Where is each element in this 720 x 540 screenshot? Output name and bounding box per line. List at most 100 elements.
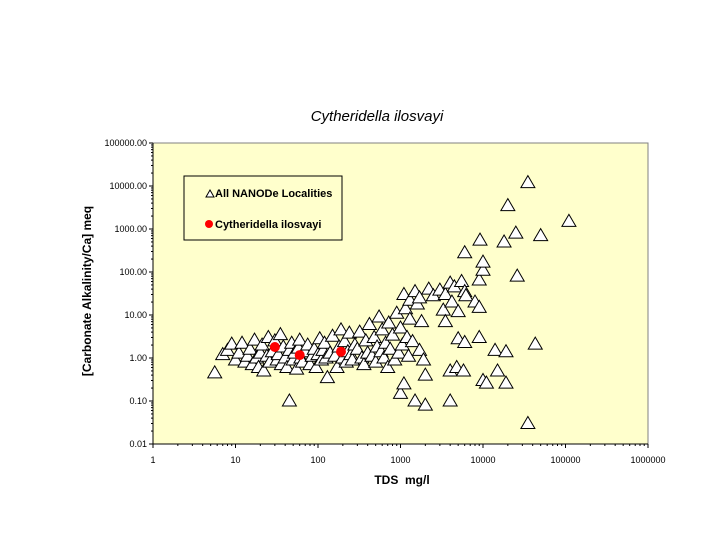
triangle-point-all-localities xyxy=(379,359,396,374)
triangle-point-all-localities xyxy=(455,362,472,377)
x-axis-label: TDS mg/l xyxy=(374,473,429,487)
triangle-point-all-localities xyxy=(223,336,240,350)
x-tick-label: 1000000 xyxy=(630,455,665,465)
x-tick-label: 100 xyxy=(310,455,325,465)
triangle-point-all-localities xyxy=(231,345,247,359)
circle-point-cytheridella xyxy=(269,342,280,353)
triangle-point-all-localities xyxy=(397,300,414,315)
triangle-point-all-localities xyxy=(206,364,223,379)
triangle-point-all-localities xyxy=(450,303,467,318)
y-tick-label: 0.10 xyxy=(129,396,147,406)
triangle-point-all-localities xyxy=(246,332,263,346)
data-points xyxy=(206,174,577,429)
triangle-point-all-localities xyxy=(279,359,295,374)
triangle-point-all-localities xyxy=(281,393,298,407)
triangle-point-all-localities xyxy=(386,351,403,366)
triangle-point-all-localities xyxy=(272,326,289,341)
legend-box xyxy=(183,175,343,241)
triangle-point-all-localities xyxy=(356,356,372,371)
triangle-point-all-localities xyxy=(371,308,387,323)
triangle-point-all-localities xyxy=(288,361,305,375)
triangle-point-all-localities xyxy=(532,227,549,242)
y-tick-label: 1000.00 xyxy=(114,224,147,234)
triangle-point-all-localities xyxy=(475,254,491,268)
triangle-point-all-localities xyxy=(242,341,258,355)
triangle-point-all-localities xyxy=(437,313,454,328)
legend-label-all-localities: All NANODe Localities xyxy=(215,188,332,200)
triangle-point-all-localities xyxy=(308,359,325,374)
triangle-point-all-localities xyxy=(411,289,428,304)
triangle-point-all-localities xyxy=(400,348,417,362)
triangle-point-all-localities xyxy=(291,332,308,346)
triangle-point-all-localities xyxy=(349,341,366,355)
triangle-point-all-localities xyxy=(390,345,407,359)
x-tick-label: 10 xyxy=(230,455,240,465)
triangle-point-all-localities xyxy=(561,213,577,227)
triangle-point-all-localities xyxy=(392,385,409,399)
y-tick-label: 100.00 xyxy=(119,267,147,277)
triangle-point-all-localities xyxy=(402,311,418,325)
triangle-point-all-localities xyxy=(499,197,516,212)
triangle-point-all-localities xyxy=(333,321,349,336)
triangle-point-all-localities xyxy=(417,367,434,381)
triangle-point-all-localities xyxy=(413,313,430,328)
triangle-point-all-localities xyxy=(442,393,459,407)
triangle-point-all-localities xyxy=(411,342,428,356)
triangle-point-all-localities xyxy=(366,329,383,343)
triangle-point-all-localities xyxy=(507,225,524,239)
triangle-point-all-localities xyxy=(316,335,333,349)
triangle-point-all-localities xyxy=(471,299,488,313)
triangle-point-all-localities xyxy=(478,375,495,389)
triangle-point-all-localities xyxy=(336,333,353,348)
triangle-point-all-localities xyxy=(472,232,488,246)
triangle-point-all-localities xyxy=(396,286,412,300)
triangle-point-all-localities xyxy=(351,324,368,338)
triangle-point-all-localities xyxy=(255,362,272,377)
triangle-point-all-localities xyxy=(471,272,488,286)
triangle-point-all-localities xyxy=(404,333,421,348)
triangle-point-all-localities xyxy=(498,343,514,358)
triangle-point-all-localities xyxy=(417,397,434,411)
triangle-point-all-localities xyxy=(520,174,536,189)
circle-point-cytheridella xyxy=(335,346,346,357)
legend: All NANODe Localities Cytheridella ilosv… xyxy=(183,175,343,241)
triangle-point-all-localities xyxy=(227,351,244,366)
x-tick-label: 10000 xyxy=(470,455,495,465)
triangle-point-all-localities xyxy=(254,337,270,351)
triangle-point-all-localities xyxy=(380,315,397,329)
triangle-point-all-localities xyxy=(456,244,473,259)
triangle-point-all-localities xyxy=(415,351,432,366)
triangle-point-all-localities xyxy=(382,341,399,355)
triangle-point-all-localities xyxy=(384,327,401,341)
triangle-point-all-localities xyxy=(341,325,358,339)
triangle-point-all-localities xyxy=(374,321,391,336)
y-tick-label: 10000.00 xyxy=(109,181,147,191)
triangle-point-all-localities xyxy=(475,262,491,276)
circle-point-cytheridella xyxy=(294,350,305,361)
x-tick-label: 1 xyxy=(150,455,155,465)
triangle-point-all-localities xyxy=(527,336,544,350)
triangle-point-all-localities xyxy=(396,375,412,390)
triangle-point-all-localities xyxy=(376,350,392,364)
y-tick-label: 1.00 xyxy=(129,353,147,363)
triangle-point-all-localities xyxy=(456,334,473,348)
y-axis-label: [Carbonate Alkalinity/Ca] meq xyxy=(80,206,94,376)
x-tick-label: 100000 xyxy=(550,455,580,465)
triangle-point-all-localities xyxy=(498,375,514,389)
triangle-point-all-localities xyxy=(239,348,256,362)
axes: 1 10 100 1000 10000 100000 1000000 0.01 0.10 1.00… xyxy=(104,138,665,465)
triangle-point-all-localities xyxy=(444,294,460,308)
y-tick-label: 0.01 xyxy=(129,439,147,449)
triangle-point-all-localities xyxy=(496,233,512,248)
triangle-point-all-localities xyxy=(234,335,250,349)
triangle-point-all-localities xyxy=(407,393,423,407)
triangle-point-all-localities xyxy=(458,287,474,302)
legend-triangle-icon xyxy=(205,188,215,198)
triangle-point-all-localities xyxy=(520,415,536,429)
triangle-point-all-localities xyxy=(453,273,470,288)
triangle-point-all-localities xyxy=(487,342,503,356)
triangle-point-all-localities xyxy=(489,362,506,377)
legend-red-circle-icon xyxy=(205,220,213,228)
y-tick-label: 100000.00 xyxy=(104,138,147,148)
